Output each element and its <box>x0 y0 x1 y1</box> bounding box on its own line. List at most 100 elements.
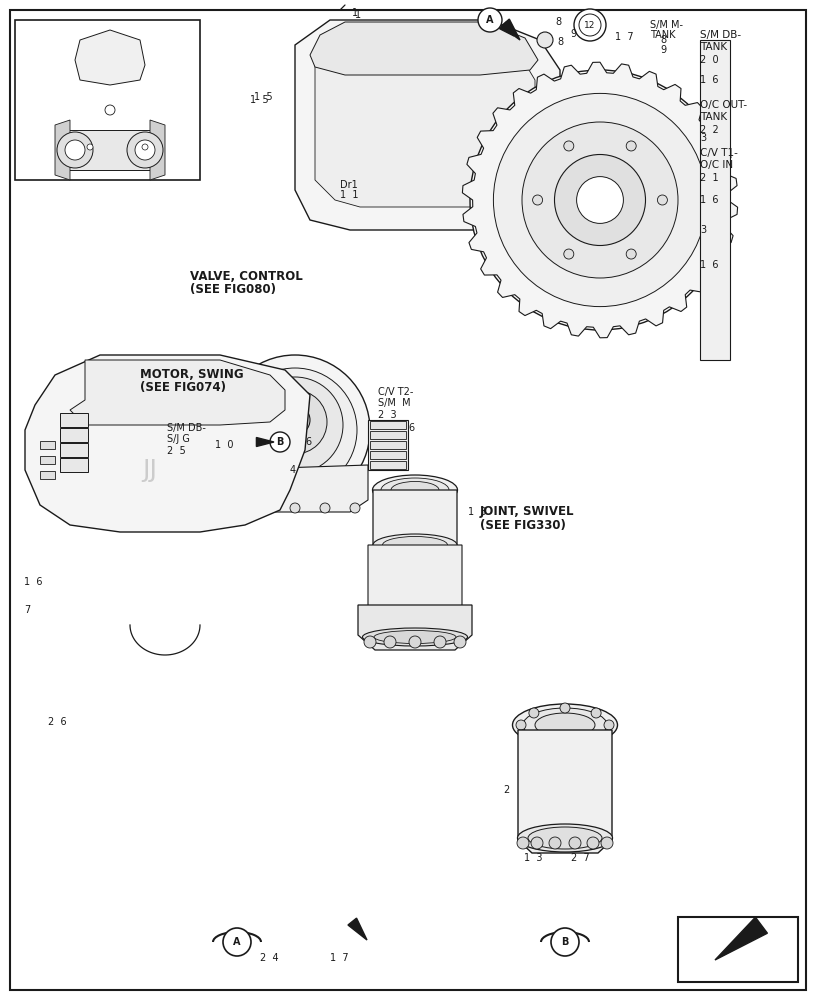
Text: 3: 3 <box>700 133 706 143</box>
Circle shape <box>87 144 93 150</box>
Circle shape <box>135 140 155 160</box>
Polygon shape <box>65 130 155 170</box>
Text: A: A <box>233 937 241 947</box>
Circle shape <box>604 720 614 730</box>
Text: B: B <box>561 937 569 947</box>
Text: JJ: JJ <box>143 458 157 482</box>
Text: 7: 7 <box>24 605 30 615</box>
Text: 1: 1 <box>352 8 358 18</box>
Circle shape <box>260 503 270 513</box>
Bar <box>40 471 55 479</box>
Text: 1  5: 1 5 <box>250 95 268 105</box>
Circle shape <box>551 928 579 956</box>
Circle shape <box>290 503 300 513</box>
Bar <box>370 451 406 459</box>
Ellipse shape <box>372 475 458 505</box>
Bar <box>60 428 88 442</box>
Polygon shape <box>222 465 368 512</box>
Ellipse shape <box>362 628 468 646</box>
Circle shape <box>270 432 290 452</box>
Text: 2  3: 2 3 <box>378 410 397 420</box>
Text: 2  1: 2 1 <box>700 173 719 183</box>
Text: 8: 8 <box>557 37 563 47</box>
Text: VALVE, CONTROL: VALVE, CONTROL <box>190 270 303 284</box>
Ellipse shape <box>391 482 439 498</box>
Text: 9: 9 <box>660 45 666 55</box>
Circle shape <box>350 503 360 513</box>
Circle shape <box>626 141 636 151</box>
Text: 2  4: 2 4 <box>260 953 278 963</box>
Bar <box>60 443 88 457</box>
Text: 6: 6 <box>408 423 415 433</box>
Text: 2  6: 2 6 <box>48 717 67 727</box>
Ellipse shape <box>381 478 449 502</box>
Circle shape <box>470 70 730 330</box>
Text: 2  2: 2 2 <box>700 125 719 135</box>
Text: 3: 3 <box>700 225 706 235</box>
Circle shape <box>569 837 581 849</box>
Text: A: A <box>486 15 494 25</box>
Circle shape <box>529 732 539 742</box>
Bar <box>40 441 55 449</box>
Bar <box>678 917 798 982</box>
Ellipse shape <box>535 713 595 737</box>
Circle shape <box>564 249 574 259</box>
Text: 9: 9 <box>570 29 576 39</box>
Ellipse shape <box>517 824 613 852</box>
Text: (SEE FIG080): (SEE FIG080) <box>190 284 276 296</box>
Circle shape <box>263 390 327 454</box>
Text: 2: 2 <box>503 785 510 795</box>
Circle shape <box>579 14 601 36</box>
Polygon shape <box>358 605 472 650</box>
Ellipse shape <box>373 534 457 556</box>
Circle shape <box>531 837 543 849</box>
Polygon shape <box>295 20 560 230</box>
Polygon shape <box>55 120 70 180</box>
Text: TANK: TANK <box>700 112 727 122</box>
Text: TANK: TANK <box>650 30 676 40</box>
Circle shape <box>409 636 421 648</box>
Bar <box>370 431 406 439</box>
Circle shape <box>247 377 343 473</box>
Polygon shape <box>256 438 274 446</box>
Circle shape <box>529 708 539 718</box>
Circle shape <box>555 154 645 245</box>
Circle shape <box>577 177 623 223</box>
Circle shape <box>516 720 526 730</box>
Bar <box>15 20 200 180</box>
Circle shape <box>57 132 93 168</box>
Text: 2  5: 2 5 <box>167 446 186 456</box>
Bar <box>370 421 406 429</box>
Ellipse shape <box>383 536 447 554</box>
Polygon shape <box>310 22 538 75</box>
Circle shape <box>560 737 570 747</box>
Circle shape <box>560 703 570 713</box>
Text: S/M DB-: S/M DB- <box>167 423 206 433</box>
Text: 1  6: 1 6 <box>700 75 719 85</box>
Polygon shape <box>315 40 535 207</box>
Circle shape <box>280 405 310 435</box>
Text: S/M DB-: S/M DB- <box>700 30 741 40</box>
Text: 1  6: 1 6 <box>24 577 42 587</box>
Circle shape <box>384 636 396 648</box>
Circle shape <box>105 105 115 115</box>
Circle shape <box>454 636 466 648</box>
Text: 4: 4 <box>290 465 296 475</box>
Text: O/C OUT-: O/C OUT- <box>700 100 747 110</box>
Text: 2  0: 2 0 <box>700 55 719 65</box>
Text: 8: 8 <box>555 17 561 27</box>
Polygon shape <box>700 40 730 360</box>
Circle shape <box>658 195 667 205</box>
Text: 1  7: 1 7 <box>615 32 634 42</box>
Text: TANK: TANK <box>700 42 727 52</box>
Text: 12: 12 <box>584 20 596 29</box>
Circle shape <box>233 368 357 492</box>
Text: 1  3: 1 3 <box>468 507 486 517</box>
Text: (SEE FIG074): (SEE FIG074) <box>140 381 226 394</box>
Text: C/V T1-: C/V T1- <box>700 148 738 158</box>
Circle shape <box>517 837 529 849</box>
Bar <box>60 458 88 472</box>
Ellipse shape <box>374 631 456 644</box>
Text: C/V T2-: C/V T2- <box>378 387 414 397</box>
Text: 1: 1 <box>355 10 361 20</box>
